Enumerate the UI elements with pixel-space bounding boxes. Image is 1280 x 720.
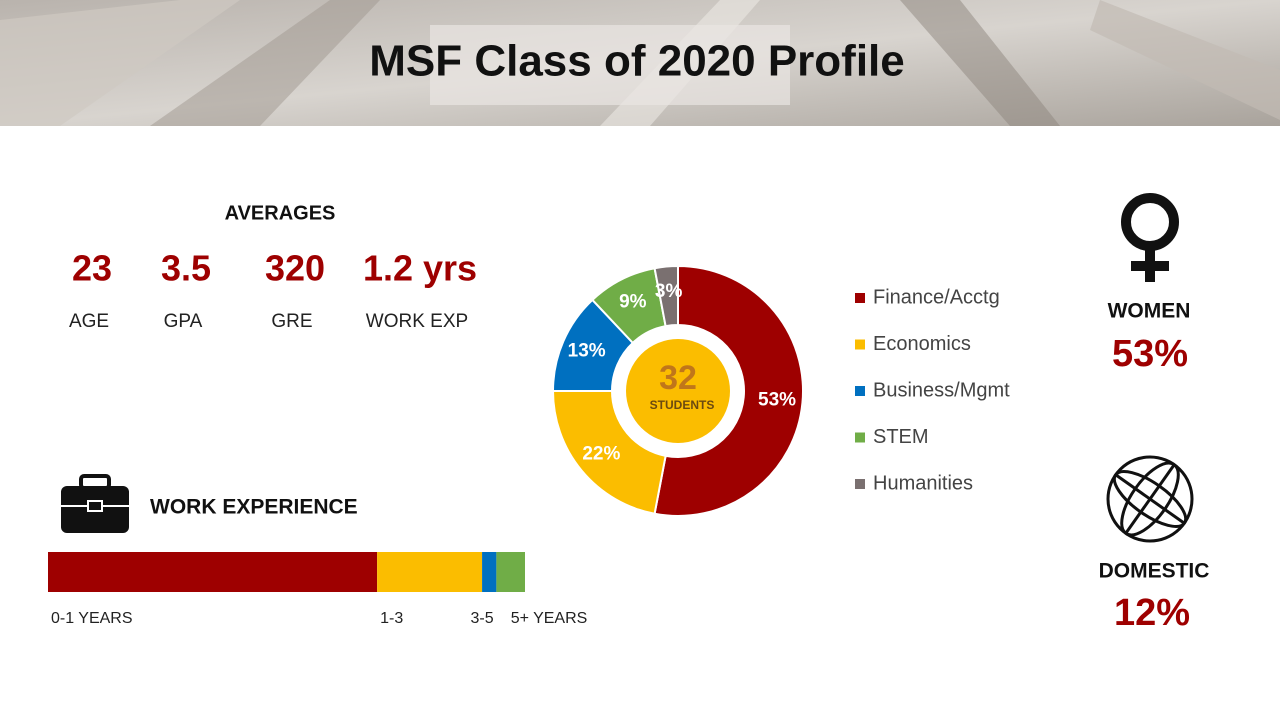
slice-label: 13% (568, 340, 606, 361)
averages-title: AVERAGES (225, 202, 336, 224)
donut-slice (653, 264, 679, 328)
average-label: GPA (164, 311, 203, 332)
legend-swatch (855, 293, 865, 303)
bar-label: 1-3 (380, 610, 403, 627)
bar-segment (496, 552, 525, 592)
average-label: GRE (271, 311, 312, 332)
female-icon (1121, 193, 1179, 282)
domestic-label: DOMESTIC (1099, 560, 1210, 583)
women-label: WOMEN (1108, 300, 1191, 323)
donut-center (626, 339, 730, 443)
slice-label: 9% (619, 291, 647, 312)
donut-slice (551, 390, 667, 515)
slice-label: 3% (655, 281, 683, 302)
average-label: WORK EXP (366, 311, 468, 332)
slice-label: 53% (758, 389, 796, 410)
globe-icon (1106, 455, 1194, 543)
domestic-value: 12% (1114, 592, 1190, 634)
legend-swatch (855, 386, 865, 396)
donut-slice (653, 264, 804, 517)
average-value: 320 (265, 248, 325, 289)
average-value: 1.2 yrs (363, 248, 477, 289)
averages: 23 AGE 3.5 GPA 320 GRE 1.2 yrs WORK EXP (69, 248, 477, 333)
legend-swatch (855, 432, 865, 443)
bar-label: 5+ YEARS (511, 610, 588, 627)
center-label: STUDENTS (650, 398, 715, 412)
legend-swatch (855, 479, 865, 489)
header-banner: MSF Class of 2020 Profile (0, 0, 1280, 126)
legend-label: STEM (873, 426, 929, 448)
slice-label: 22% (582, 443, 620, 464)
legend: Finance/Acctg Economics Business/Mgmt STEM H… (855, 286, 1010, 494)
page-title: MSF Class of 2020 Profile (369, 37, 905, 86)
briefcase-icon (61, 474, 129, 533)
bar-segment (377, 552, 483, 592)
bar-segment (482, 552, 497, 592)
bar-segment (48, 552, 378, 592)
work-exp-title: WORK EXPERIENCE (150, 496, 358, 519)
bar-label: 3-5 (471, 610, 494, 627)
bar-label: 0-1 YEARS (51, 610, 133, 627)
legend-label: Humanities (873, 472, 973, 494)
average-value: 3.5 (161, 248, 211, 289)
women-value: 53% (1112, 333, 1188, 375)
average-label: AGE (69, 311, 109, 332)
center-value: 32 (659, 359, 697, 397)
legend-label: Business/Mgmt (873, 379, 1010, 401)
legend-label: Finance/Acctg (873, 286, 1000, 308)
legend-label: Economics (873, 333, 971, 355)
work-exp-bar: 0-1 YEARS 1-3 3-5 5+ YEARS (48, 552, 587, 627)
legend-swatch (855, 339, 865, 350)
average-value: 23 (72, 248, 112, 289)
